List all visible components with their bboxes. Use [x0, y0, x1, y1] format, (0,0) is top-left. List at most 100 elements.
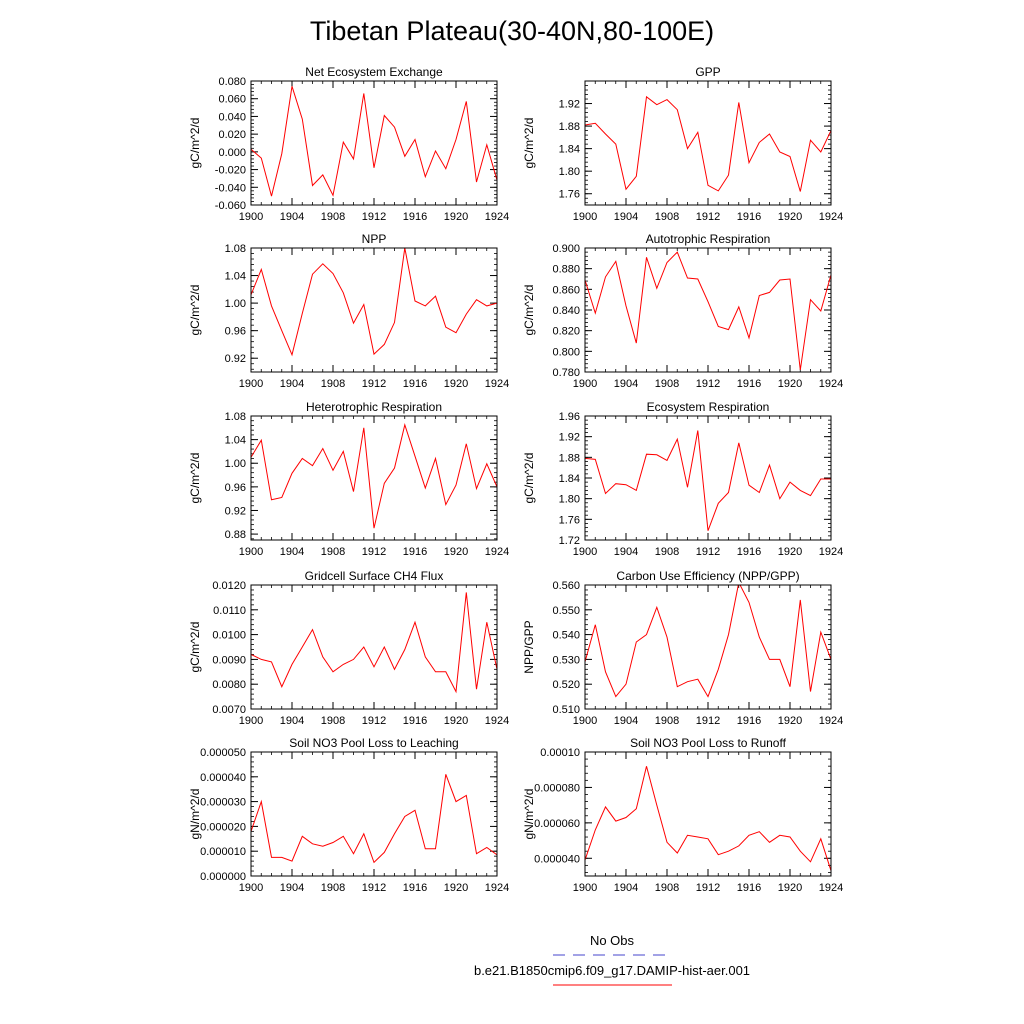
panel-title: Net Ecosystem Exchange — [305, 65, 443, 79]
y-axis-label: gC/m^2/d — [522, 285, 536, 336]
y-tick-label: 1.76 — [559, 514, 580, 526]
panel-0: Net Ecosystem Exchange gC/m^2/d 1900 1904 19… — [188, 65, 509, 223]
x-tick-label: 1900 — [239, 882, 263, 894]
x-tick-label: 1908 — [655, 882, 679, 894]
y-tick-label: 0.520 — [552, 679, 580, 691]
series-line — [251, 592, 497, 694]
x-tick-label: 1912 — [696, 546, 720, 558]
y-tick-label: 1.88 — [559, 452, 580, 464]
x-tick-label: 1916 — [737, 211, 761, 223]
series-line — [251, 774, 497, 864]
panel-title: Gridcell Surface CH4 Flux — [305, 569, 444, 583]
x-tick-label: 1924 — [485, 546, 509, 558]
y-tick-label: 1.92 — [559, 432, 580, 444]
x-tick-label: 1900 — [573, 882, 597, 894]
y-tick-label: 0.000060 — [534, 818, 580, 830]
x-tick-label: 1924 — [485, 378, 509, 390]
x-tick-label: 1908 — [321, 546, 345, 558]
x-tick-label: 1924 — [485, 211, 509, 223]
series-line — [251, 248, 497, 357]
y-tick-label: 0.900 — [552, 243, 580, 255]
panel-title: Autotrophic Respiration — [646, 232, 771, 246]
series-line — [585, 251, 831, 370]
x-tick-label: 1920 — [444, 715, 468, 727]
x-tick-label: 1904 — [614, 882, 638, 894]
y-tick-label: 0.0090 — [212, 654, 246, 666]
x-tick-label: 1904 — [614, 715, 638, 727]
y-tick-label: 1.80 — [559, 166, 580, 178]
y-tick-label: 0.800 — [552, 346, 580, 358]
x-tick-label: 1900 — [573, 211, 597, 223]
x-tick-label: 1916 — [403, 378, 427, 390]
x-tick-label: 1904 — [280, 546, 304, 558]
y-tick-label: 0.080 — [218, 76, 246, 88]
y-tick-label: 0.540 — [552, 630, 580, 642]
legend: No Obs b.e21.B1850cmip6.f09_g17.DAMIP-hi… — [474, 933, 750, 986]
y-axis-label: gC/m^2/d — [188, 453, 202, 504]
series-line — [585, 430, 831, 531]
panel-9: Soil NO3 Pool Loss to Runoff gN/m^2/d 1900… — [522, 736, 843, 894]
y-tick-label: 1.08 — [225, 411, 246, 423]
x-tick-label: 1900 — [573, 378, 597, 390]
x-tick-label: 1912 — [362, 882, 386, 894]
plot-frame — [250, 80, 498, 206]
x-tick-label: 1912 — [362, 715, 386, 727]
plot-frame — [250, 247, 498, 373]
x-tick-label: 1916 — [403, 882, 427, 894]
y-tick-label: 0.0110 — [213, 605, 246, 617]
y-axis-label: gC/m^2/d — [188, 622, 202, 673]
x-tick-label: 1912 — [696, 882, 720, 894]
x-tick-label: 1920 — [778, 715, 802, 727]
y-tick-label: 1.92 — [559, 99, 580, 111]
x-tick-label: 1916 — [403, 546, 427, 558]
panel-title: NPP — [362, 232, 387, 246]
y-tick-label: 0.020 — [218, 129, 246, 141]
x-tick-label: 1912 — [696, 715, 720, 727]
x-tick-label: 1900 — [239, 715, 263, 727]
x-tick-label: 1912 — [362, 546, 386, 558]
y-tick-label: 0.060 — [218, 94, 246, 106]
y-tick-label: 1.84 — [559, 473, 580, 485]
plot-frame — [250, 415, 498, 541]
y-axis-label: gC/m^2/d — [522, 118, 536, 169]
y-tick-label: 0.000030 — [200, 797, 246, 809]
x-tick-label: 1920 — [778, 211, 802, 223]
x-tick-label: 1920 — [444, 378, 468, 390]
y-tick-label: 1.76 — [559, 189, 580, 201]
x-tick-label: 1912 — [362, 211, 386, 223]
y-tick-label: 1.88 — [559, 121, 580, 133]
panel-title: GPP — [695, 65, 720, 79]
plot-frame — [584, 751, 832, 877]
y-tick-label: 0.96 — [225, 326, 246, 338]
y-tick-label: 1.04 — [225, 435, 246, 447]
panel-title: Soil NO3 Pool Loss to Leaching — [289, 736, 458, 750]
panels: Net Ecosystem Exchange gC/m^2/d 1900 1904 19… — [188, 65, 843, 894]
y-tick-label: 1.96 — [559, 411, 580, 423]
y-tick-label: 0.000080 — [534, 782, 580, 794]
x-tick-label: 1900 — [239, 211, 263, 223]
x-tick-label: 1904 — [280, 211, 304, 223]
x-tick-label: 1924 — [819, 882, 843, 894]
y-axis-label: gN/m^2/d — [522, 789, 536, 840]
y-tick-label: 1.84 — [559, 144, 580, 156]
x-tick-label: 1904 — [280, 378, 304, 390]
legend-obs-label: No Obs — [590, 933, 635, 948]
x-tick-label: 1920 — [778, 882, 802, 894]
y-tick-label: 0.860 — [552, 284, 580, 296]
legend-model-label: b.e21.B1850cmip6.f09_g17.DAMIP-hist-aer.… — [474, 963, 750, 978]
x-tick-label: 1912 — [362, 378, 386, 390]
y-tick-label: 0.000040 — [534, 853, 580, 865]
panel-6: Gridcell Surface CH4 Flux gC/m^2/d 1900 190… — [188, 569, 509, 727]
y-tick-label: 0.530 — [552, 654, 580, 666]
plot-frame — [584, 80, 832, 206]
y-axis-label: gN/m^2/d — [188, 789, 202, 840]
y-tick-label: 0.000010 — [200, 846, 246, 858]
y-axis-label: gC/m^2/d — [522, 453, 536, 504]
y-axis-label: NPP/GPP — [522, 620, 536, 673]
y-axis-label: gC/m^2/d — [188, 118, 202, 169]
x-tick-label: 1900 — [573, 546, 597, 558]
x-tick-label: 1916 — [737, 546, 761, 558]
panel-5: Ecosystem Respiration gC/m^2/d 1900 1904 190… — [522, 400, 843, 558]
y-tick-label: 1.00 — [225, 458, 246, 470]
